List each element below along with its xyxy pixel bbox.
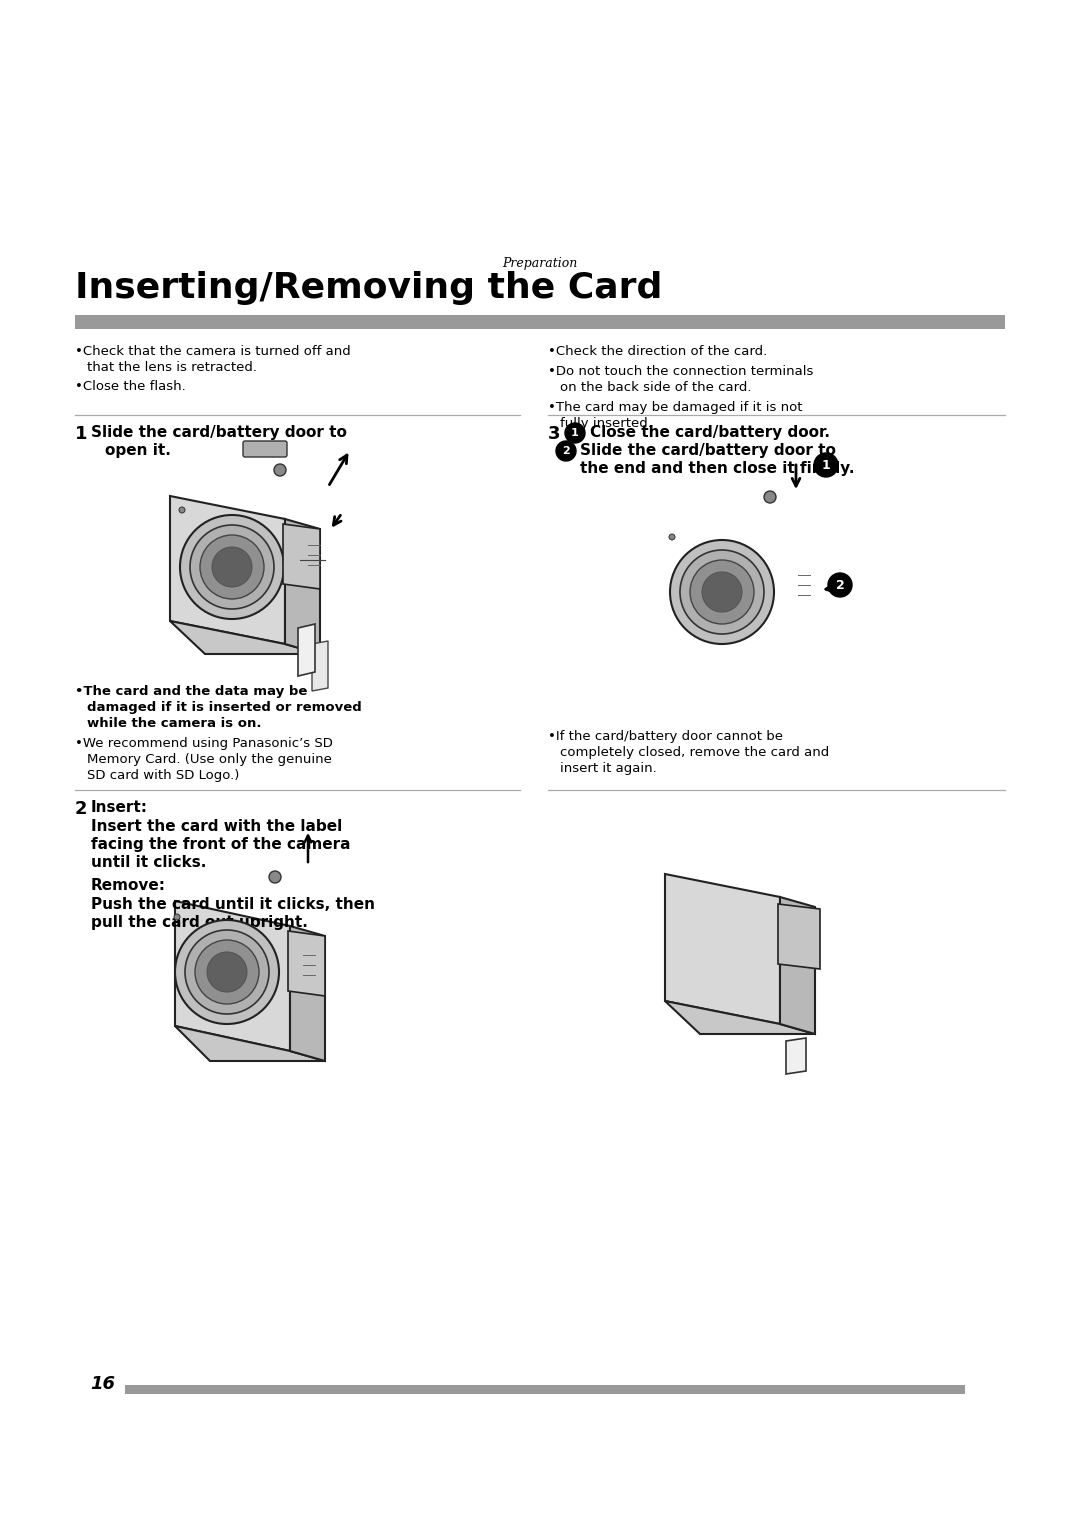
Circle shape: [179, 507, 185, 513]
Polygon shape: [175, 1025, 325, 1061]
Text: Insert the card with the label: Insert the card with the label: [91, 819, 342, 835]
Circle shape: [195, 940, 259, 1004]
Circle shape: [175, 920, 279, 1024]
Circle shape: [212, 546, 252, 588]
Text: Memory Card. (Use only the genuine: Memory Card. (Use only the genuine: [87, 752, 332, 766]
Text: SD card with SD Logo.): SD card with SD Logo.): [87, 769, 240, 781]
Text: while the camera is on.: while the camera is on.: [87, 717, 261, 729]
Circle shape: [670, 540, 774, 644]
Text: that the lens is retracted.: that the lens is retracted.: [87, 362, 257, 374]
Polygon shape: [291, 926, 325, 1061]
Circle shape: [690, 560, 754, 624]
Polygon shape: [283, 523, 320, 589]
Circle shape: [190, 525, 274, 609]
Polygon shape: [170, 496, 285, 644]
Circle shape: [185, 929, 269, 1013]
Text: Slide the card/battery door to: Slide the card/battery door to: [580, 443, 836, 458]
Text: completely closed, remove the card and: completely closed, remove the card and: [561, 746, 829, 758]
Text: until it clicks.: until it clicks.: [91, 855, 206, 870]
Circle shape: [269, 871, 281, 884]
Text: fully inserted.: fully inserted.: [561, 417, 652, 430]
Text: 1: 1: [822, 458, 831, 472]
Text: Close the card/battery door.: Close the card/battery door.: [590, 426, 831, 439]
Text: 3: 3: [548, 426, 561, 443]
Circle shape: [565, 423, 585, 443]
Polygon shape: [298, 624, 315, 676]
Text: damaged if it is inserted or removed: damaged if it is inserted or removed: [87, 700, 362, 714]
Polygon shape: [288, 931, 325, 996]
Circle shape: [764, 491, 777, 504]
Circle shape: [174, 914, 180, 920]
Circle shape: [828, 572, 852, 597]
Circle shape: [556, 441, 576, 461]
Polygon shape: [665, 1001, 815, 1035]
Circle shape: [274, 464, 286, 476]
Text: •Check that the camera is turned off and: •Check that the camera is turned off and: [75, 345, 351, 359]
Text: •If the card/battery door cannot be: •If the card/battery door cannot be: [548, 729, 783, 743]
Text: •The card and the data may be: •The card and the data may be: [75, 685, 308, 697]
Text: 2: 2: [836, 578, 845, 592]
Polygon shape: [170, 621, 320, 655]
Circle shape: [180, 514, 284, 620]
Bar: [125, 1386, 966, 1393]
Text: insert it again.: insert it again.: [561, 761, 657, 775]
FancyBboxPatch shape: [243, 441, 287, 456]
Text: Preparation: Preparation: [502, 256, 578, 270]
Polygon shape: [175, 900, 291, 1051]
Polygon shape: [665, 874, 780, 1024]
Text: •Do not touch the connection terminals: •Do not touch the connection terminals: [548, 365, 813, 378]
Text: open it.: open it.: [105, 443, 171, 458]
Text: Slide the card/battery door to: Slide the card/battery door to: [91, 426, 347, 439]
Text: 2: 2: [75, 800, 87, 818]
Text: Remove:: Remove:: [91, 877, 166, 893]
Text: 1: 1: [571, 427, 579, 438]
Text: on the back side of the card.: on the back side of the card.: [561, 382, 752, 394]
Text: Inserting/Removing the Card: Inserting/Removing the Card: [75, 272, 662, 305]
Polygon shape: [312, 641, 328, 691]
Text: •We recommend using Panasonic’s SD: •We recommend using Panasonic’s SD: [75, 737, 333, 749]
Polygon shape: [780, 897, 815, 1035]
Polygon shape: [778, 903, 820, 969]
Text: •Close the flash.: •Close the flash.: [75, 380, 186, 394]
Text: pull the card out upright.: pull the card out upright.: [91, 916, 308, 929]
Circle shape: [200, 536, 264, 600]
Text: 2: 2: [562, 446, 570, 456]
Text: Push the card until it clicks, then: Push the card until it clicks, then: [91, 897, 375, 913]
Polygon shape: [285, 519, 320, 655]
Text: facing the front of the camera: facing the front of the camera: [91, 836, 351, 852]
Text: Insert:: Insert:: [91, 800, 148, 815]
Polygon shape: [786, 1038, 806, 1074]
Circle shape: [680, 549, 764, 633]
Bar: [75, 314, 1005, 330]
Circle shape: [669, 534, 675, 540]
Text: the end and then close it firmly.: the end and then close it firmly.: [580, 461, 854, 476]
Text: 16: 16: [90, 1375, 114, 1393]
Text: •Check the direction of the card.: •Check the direction of the card.: [548, 345, 767, 359]
Circle shape: [207, 952, 247, 992]
Text: 1: 1: [75, 426, 87, 443]
Circle shape: [814, 453, 838, 478]
Text: •The card may be damaged if it is not: •The card may be damaged if it is not: [548, 401, 802, 414]
Circle shape: [702, 572, 742, 612]
